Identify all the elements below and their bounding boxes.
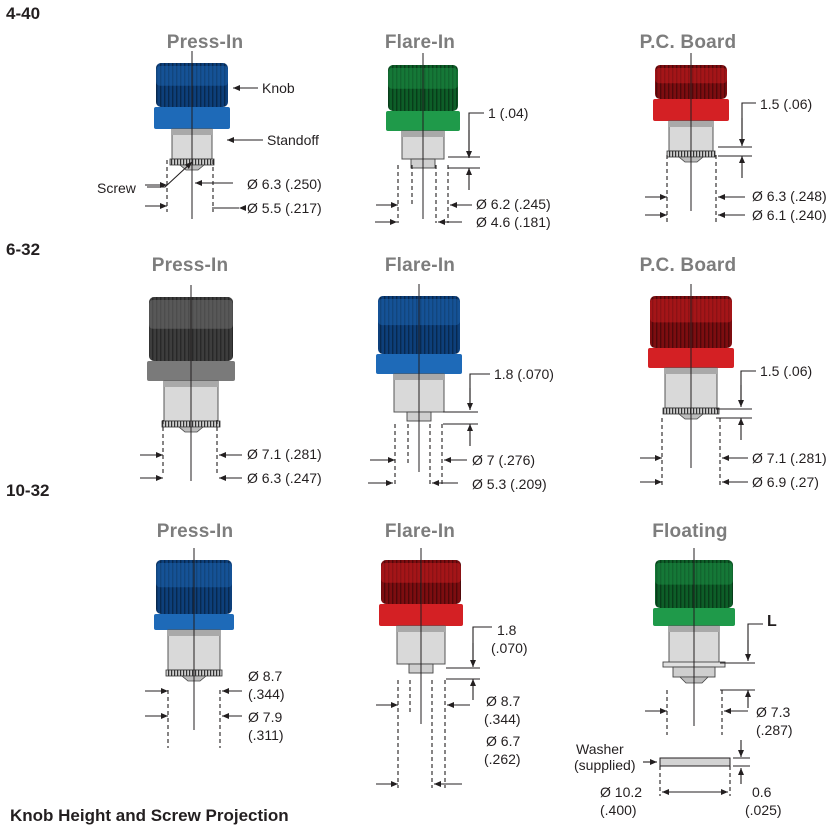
dim-10-32-flare-in-height-in: (.070) — [491, 640, 528, 656]
dim-10-32-flare-in-inner-in: (.262) — [484, 751, 521, 767]
dim-4-40-flare-in-outer: Ø 6.2 (.245) — [476, 196, 551, 212]
dim-10-32-press-in-outer-in: (.344) — [248, 686, 285, 702]
title-4-40-flare-in: Flare-In — [384, 32, 456, 53]
dim-6-32-flare-in-outer: Ø 7 (.276) — [472, 452, 536, 468]
dim-10-32-flare-in-outer-in: (.344) — [484, 711, 521, 727]
dim-6-32-pcb-outer: Ø 7.1 (.281) — [752, 450, 827, 466]
dim-10-32-flare-in-outer: Ø 8.7 — [486, 693, 521, 709]
dim-10-32-press-in-inner: Ø 7.9 — [248, 709, 283, 725]
dim-10-32-floating-L: L — [767, 613, 777, 630]
title-6-32-flare-in: Flare-In — [384, 255, 456, 276]
title-10-32-floating: Floating — [652, 521, 728, 542]
washer-supplied-label: (supplied) — [574, 757, 636, 773]
dim-6-32-pcb-inner: Ø 6.9 (.27) — [752, 474, 819, 490]
dim-washer-dia-in: (.400) — [600, 802, 637, 818]
washer-label: Washer — [576, 741, 624, 757]
fastener-parts — [147, 51, 735, 730]
callout-standoff: Standoff — [267, 132, 319, 148]
section-label-4-40: 4-40 — [6, 4, 41, 23]
dim-4-40-press-in-outer: Ø 6.3 (.250) — [247, 176, 322, 192]
footer-heading: Knob Height and Screw Projection — [10, 806, 289, 825]
dim-4-40-flare-in-inner: Ø 4.6 (.181) — [476, 214, 551, 230]
dim-6-32-flare-in-inner: Ø 5.3 (.209) — [472, 476, 547, 492]
dim-4-40-press-in-inner: Ø 5.5 (.217) — [247, 200, 322, 216]
dim-washer-dia: Ø 10.2 — [600, 784, 643, 800]
dim-6-32-press-in-outer: Ø 7.1 (.281) — [247, 446, 322, 462]
dim-4-40-pcb-height: 1.5 (.06) — [760, 96, 813, 112]
callout-knob: Knob — [262, 80, 295, 96]
dim-6-32-flare-in-height: 1.8 (.070) — [494, 366, 554, 382]
dim-4-40-flare-in-height: 1 (.04) — [488, 105, 529, 121]
title-6-32-press-in: Press-In — [151, 255, 229, 276]
dimension-lines — [140, 85, 763, 796]
dim-10-32-press-in-inner-in: (.311) — [248, 727, 284, 743]
title-6-32-pc-board: P.C. Board — [639, 255, 737, 276]
callout-screw: Screw — [97, 180, 136, 196]
dim-washer-thickness-in: (.025) — [745, 802, 782, 818]
title-10-32-press-in: Press-In — [156, 521, 234, 542]
title-10-32-flare-in: Flare-In — [384, 521, 456, 542]
dim-10-32-press-in-outer: Ø 8.7 — [248, 668, 283, 684]
dim-washer-thickness: 0.6 — [752, 784, 772, 800]
dim-10-32-flare-in-inner: Ø 6.7 — [486, 733, 521, 749]
dim-6-32-press-in-inner: Ø 6.3 (.247) — [247, 470, 322, 486]
dim-10-32-flare-in-height: 1.8 — [497, 622, 517, 638]
section-label-6-32: 6-32 — [6, 240, 41, 259]
dim-10-32-floating-dia: Ø 7.3 — [756, 704, 791, 720]
section-label-10-32: 10-32 — [6, 481, 50, 500]
title-4-40-press-in: Press-In — [166, 32, 244, 53]
dim-10-32-floating-dia-in: (.287) — [756, 722, 793, 738]
dim-4-40-pcb-outer: Ø 6.3 (.248) — [752, 188, 827, 204]
dim-4-40-pcb-inner: Ø 6.1 (.240) — [752, 207, 827, 223]
title-4-40-pc-board: P.C. Board — [639, 32, 737, 53]
dim-6-32-pcb-height: 1.5 (.06) — [760, 363, 813, 379]
